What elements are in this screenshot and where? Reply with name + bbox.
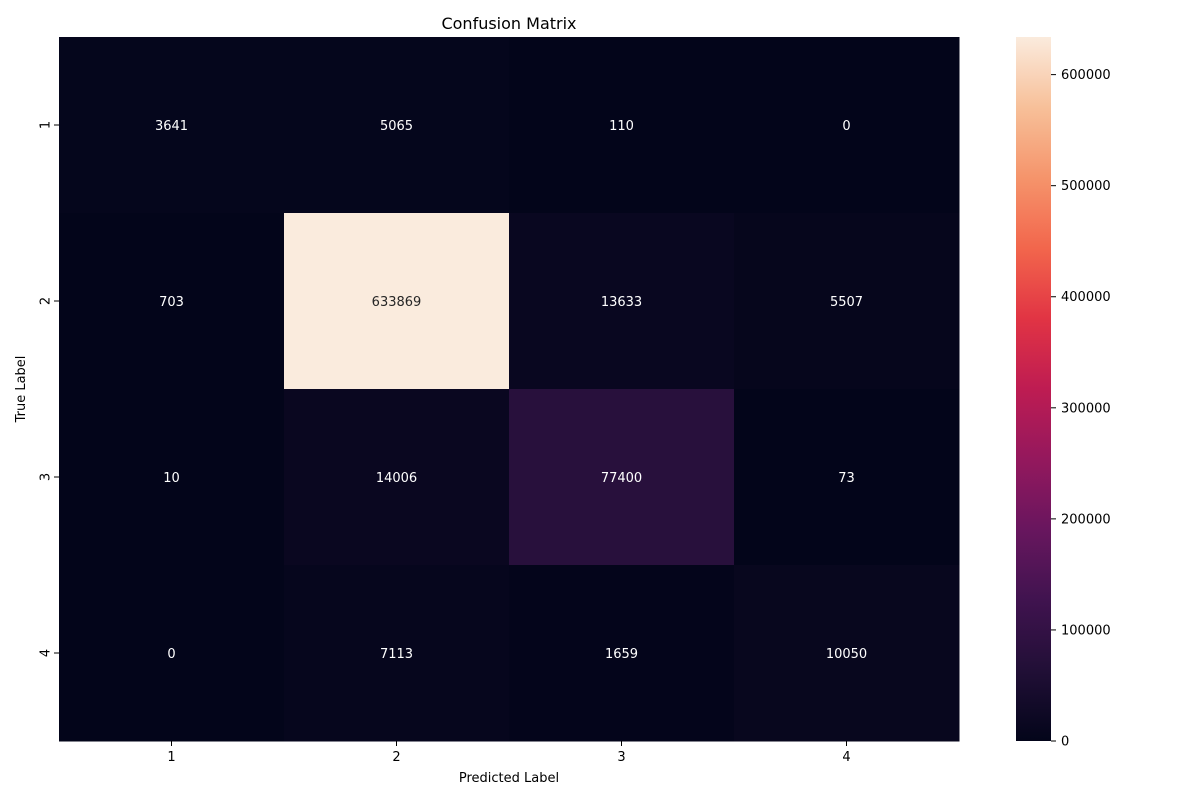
colorbar: 0 100000 200000 300000 400000 500000 600000 (1016, 37, 1111, 750)
x-axis-label: Predicted Label (459, 771, 559, 786)
y-tick-label-3: 3 (39, 473, 54, 481)
y-axis-label: True Label (14, 356, 29, 424)
heatmap-cell-label-1-3: 110 (609, 119, 634, 134)
y-axis: 1 2 3 4 (39, 121, 59, 657)
heatmap-cell-label-2-4: 5507 (830, 295, 863, 310)
heatmap-cell-labels: 3641 5065 110 0 703 633869 13633 5507 10 14006 774… (155, 119, 867, 662)
heatmap-cell-label-4-2: 7113 (380, 647, 413, 662)
heatmap-cell-4-4 (734, 565, 960, 742)
colorbar-tick-label-200000: 200000 (1061, 512, 1111, 527)
heatmap-cells (59, 37, 960, 742)
colorbar-tick-label-0: 0 (1061, 735, 1069, 750)
chart-title: Confusion Matrix (441, 14, 576, 33)
colorbar-tick-label-300000: 300000 (1061, 401, 1111, 416)
heatmap-cell-label-3-1: 10 (163, 471, 180, 486)
x-tick-label-4: 4 (842, 750, 850, 765)
heatmap-cell-1-2 (284, 37, 510, 214)
heatmap-cell-1-4 (734, 37, 960, 214)
heatmap-cell-3-1 (59, 389, 285, 566)
colorbar-ticks: 0 100000 200000 300000 400000 500000 600000 (1051, 68, 1111, 750)
heatmap-cell-label-2-1: 703 (159, 295, 184, 310)
heatmap-cell-label-3-2: 14006 (376, 471, 417, 486)
heatmap-cell-label-1-4: 0 (842, 119, 850, 134)
heatmap-cell-label-4-3: 1659 (605, 647, 638, 662)
y-tick-label-1: 1 (39, 121, 54, 129)
heatmap-cell-label-2-2: 633869 (372, 295, 422, 310)
colorbar-tick-label-500000: 500000 (1061, 179, 1111, 194)
heatmap-cell-4-3 (509, 565, 735, 742)
heatmap-cell-3-2 (284, 389, 510, 566)
heatmap-cell-2-2 (284, 213, 510, 390)
y-tick-label-4: 4 (39, 649, 54, 657)
heatmap-cell-2-4 (734, 213, 960, 390)
heatmap-cell-4-2 (284, 565, 510, 742)
heatmap-cell-2-1 (59, 213, 285, 390)
heatmap-cell-1-1 (59, 37, 285, 214)
heatmap-cell-label-4-4: 10050 (826, 647, 867, 662)
heatmap-cell-label-1-2: 5065 (380, 119, 413, 134)
x-tick-label-3: 3 (617, 750, 625, 765)
heatmap-cell-label-3-3: 77400 (601, 471, 642, 486)
heatmap-cell-3-3 (509, 389, 735, 566)
colorbar-tick-label-600000: 600000 (1061, 68, 1111, 83)
heatmap-cell-label-2-3: 13633 (601, 295, 642, 310)
y-tick-label-2: 2 (39, 297, 54, 305)
heatmap-cell-1-3 (509, 37, 735, 214)
heatmap-cell-2-3 (509, 213, 735, 390)
heatmap-cell-label-1-1: 3641 (155, 119, 188, 134)
heatmap-cell-3-4 (734, 389, 960, 566)
colorbar-tick-label-400000: 400000 (1061, 290, 1111, 305)
heatmap-cell-label-3-4: 73 (838, 471, 855, 486)
colorbar-gradient (1016, 37, 1051, 741)
x-axis: 1 2 3 4 (167, 741, 851, 765)
x-tick-label-1: 1 (167, 750, 175, 765)
colorbar-tick-label-100000: 100000 (1061, 623, 1111, 638)
x-tick-label-2: 2 (392, 750, 400, 765)
heatmap-cell-4-1 (59, 565, 285, 742)
heatmap-cell-label-4-1: 0 (167, 647, 175, 662)
